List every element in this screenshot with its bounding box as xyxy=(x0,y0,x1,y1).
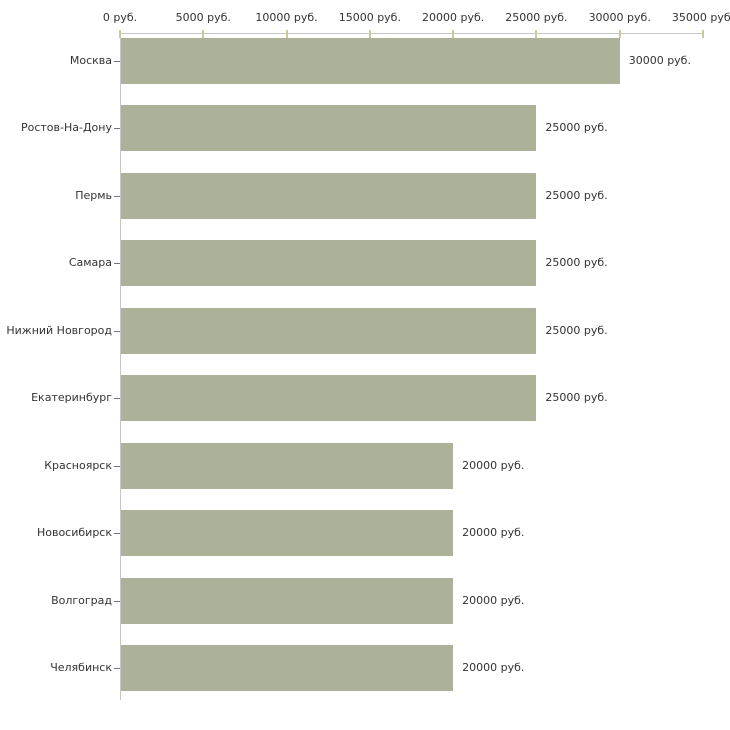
value-label: 30000 руб. xyxy=(628,53,691,67)
bar-9 xyxy=(121,645,454,692)
value-label: 20000 руб. xyxy=(462,593,525,607)
value-label: 25000 руб. xyxy=(545,323,608,337)
x-axis-tick-label: 20000 руб. xyxy=(422,11,485,24)
y-axis-tick xyxy=(114,398,120,400)
bar-1 xyxy=(121,105,537,152)
y-axis-tick xyxy=(114,128,120,130)
x-axis-tick-label: 0 руб. xyxy=(102,11,138,24)
x-axis-tick-label: 5000 руб. xyxy=(175,11,231,24)
x-axis-tick-label: 35000 руб. xyxy=(671,11,730,24)
bar-6 xyxy=(121,442,454,489)
value-label: 25000 руб. xyxy=(545,391,608,405)
x-axis-tick xyxy=(119,30,121,38)
category-label: Красноярск xyxy=(44,458,112,472)
x-axis-tick xyxy=(618,30,621,38)
value-label: 25000 руб. xyxy=(545,121,608,135)
category-label: Екатеринбург xyxy=(31,391,112,405)
x-axis-tick xyxy=(702,30,704,38)
bar-2 xyxy=(121,172,537,219)
y-axis-tick xyxy=(114,465,120,467)
bar-4 xyxy=(121,307,537,354)
category-label: Самара xyxy=(68,256,112,270)
x-axis-tick-label: 25000 руб. xyxy=(505,11,568,24)
category-label: Челябинск xyxy=(50,661,112,675)
category-label: Новосибирск xyxy=(36,526,112,540)
x-axis-tick xyxy=(535,30,538,38)
category-label: Нижний Новгород xyxy=(6,323,112,337)
value-label: 20000 руб. xyxy=(462,661,525,675)
category-label: Волгоград xyxy=(51,593,112,607)
bar-8 xyxy=(121,577,454,624)
y-axis-tick xyxy=(114,263,120,265)
x-axis-tick-label: 15000 руб. xyxy=(338,11,401,24)
category-label: Пермь xyxy=(75,188,112,202)
y-axis-tick xyxy=(114,600,120,602)
value-label: 20000 руб. xyxy=(462,458,525,472)
category-label: Москва xyxy=(69,53,112,67)
x-axis-tick xyxy=(452,30,455,38)
value-label: 20000 руб. xyxy=(462,526,525,540)
y-axis-line xyxy=(120,33,121,700)
y-axis-tick xyxy=(114,668,120,670)
bar-0 xyxy=(121,37,620,84)
bar-3 xyxy=(121,240,537,287)
x-axis-line xyxy=(120,33,704,34)
x-axis-tick xyxy=(202,30,205,38)
x-axis-tick-label: 30000 руб. xyxy=(588,11,651,24)
value-label: 25000 руб. xyxy=(545,256,608,270)
bar-5 xyxy=(121,375,537,422)
y-axis-tick xyxy=(114,330,120,332)
x-axis-tick xyxy=(368,30,371,38)
x-axis-tick xyxy=(285,30,288,38)
category-label: Ростов-На-Дону xyxy=(20,121,112,135)
x-axis-tick-label: 10000 руб. xyxy=(255,11,318,24)
y-axis-tick xyxy=(114,195,120,197)
y-axis-tick xyxy=(114,60,120,62)
value-label: 25000 руб. xyxy=(545,188,608,202)
y-axis-tick xyxy=(114,533,120,535)
bar-7 xyxy=(121,510,454,557)
